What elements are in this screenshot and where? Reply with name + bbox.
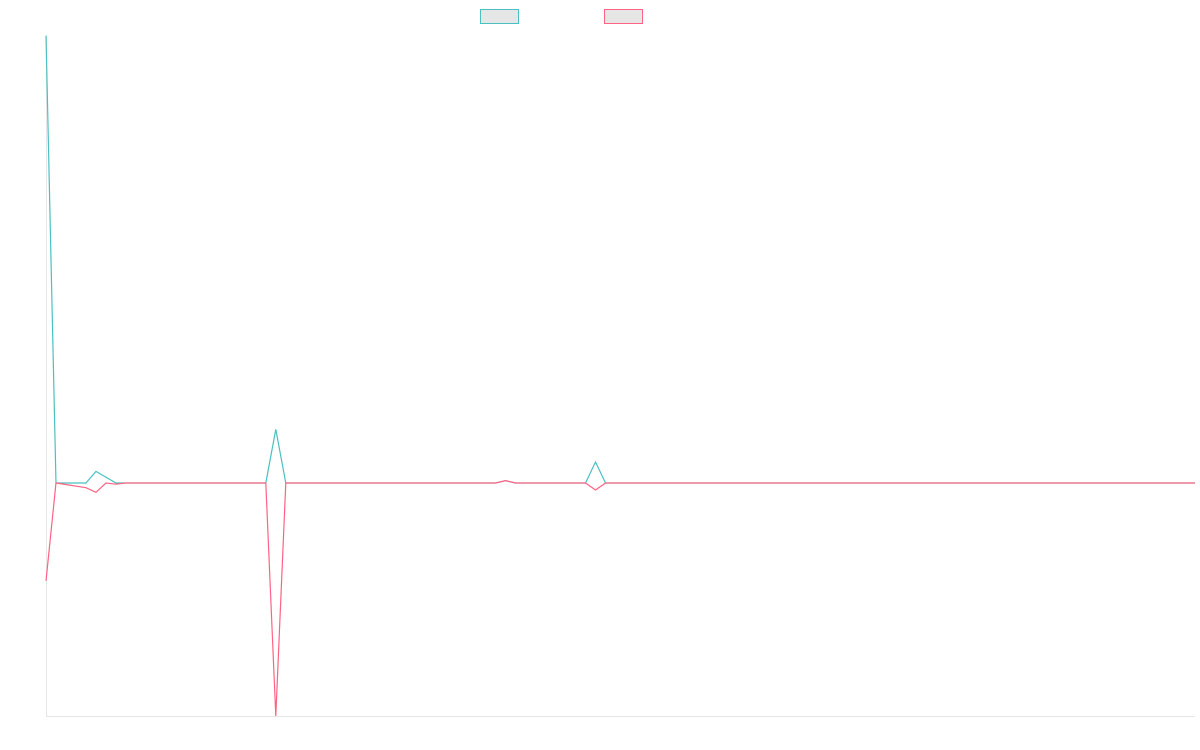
legend-item-series-1[interactable] xyxy=(480,9,525,24)
legend-swatch-series-2 xyxy=(604,9,643,24)
legend-item-series-2[interactable] xyxy=(604,9,649,24)
series-layer xyxy=(45,35,1195,717)
legend-swatch-series-1 xyxy=(480,9,519,24)
series-line-2 xyxy=(45,480,1195,717)
series-line-1 xyxy=(45,35,1195,484)
